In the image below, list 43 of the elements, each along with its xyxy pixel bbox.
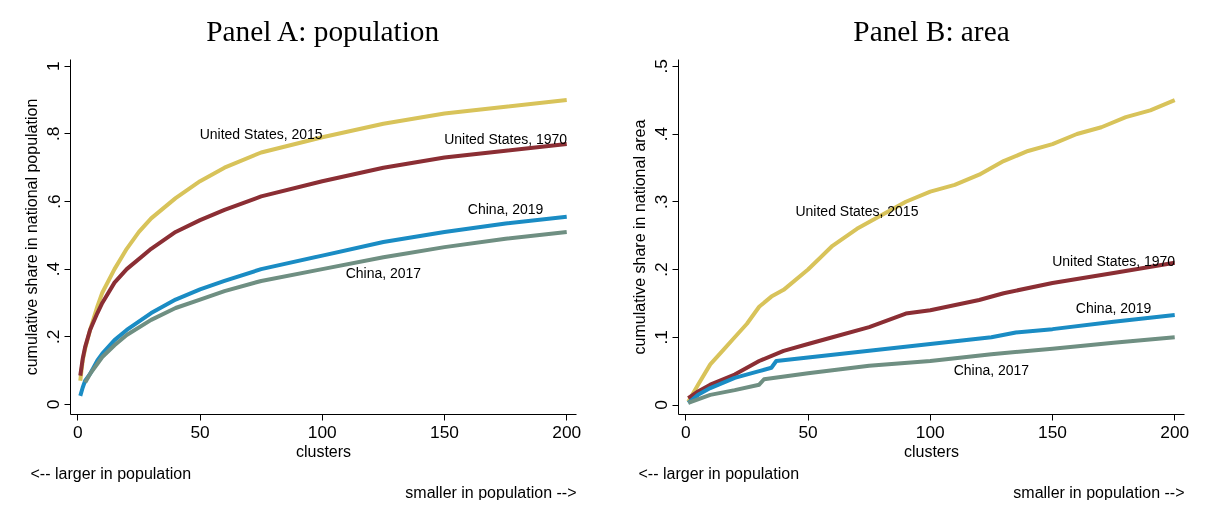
x-tick-label: 0: [73, 421, 83, 442]
chart-title: Panel B: area: [853, 15, 1010, 47]
text: smaller in population -->: [405, 483, 577, 501]
x-tick-label: 50: [190, 421, 210, 442]
y-tick-label: .6: [43, 194, 64, 209]
line-series: [83, 229, 569, 385]
y-tick-label: 0: [651, 400, 672, 410]
series-label: United States, 2015: [795, 202, 919, 219]
x-tick-label: 150: [1038, 421, 1067, 442]
y-tick-label: .2: [651, 262, 672, 277]
y-tick-label: .4: [43, 261, 64, 277]
series-label: China, 2019: [467, 201, 544, 218]
x-tick-label: 150: [430, 421, 459, 442]
y-tick-label: .2: [43, 329, 64, 344]
series-label: China, 2019: [1075, 299, 1152, 316]
y-tick-label: .5: [651, 59, 672, 74]
x-tick-label: 200: [552, 421, 582, 442]
line-series: [686, 98, 1177, 404]
y-axis-title: cumulative share in national area: [630, 119, 648, 355]
text: <-- larger in population: [30, 464, 192, 482]
y-tick-label: .4: [651, 126, 672, 142]
y-tick-label: .3: [651, 194, 672, 209]
text: smaller in population -->: [1013, 483, 1185, 501]
series-label: China, 2017: [345, 265, 422, 282]
y-tick-label: .8: [43, 126, 64, 142]
y-tick-label: 0: [43, 399, 64, 410]
series-label: China, 2017: [953, 362, 1030, 379]
x-tick-label: 100: [307, 421, 337, 442]
series-label: United States, 2015: [199, 126, 323, 143]
x-axis-title: clusters: [903, 442, 960, 460]
x-tick-label: 0: [681, 421, 691, 442]
x-tick-label: 200: [1160, 421, 1190, 442]
y-tick-label: .1: [651, 330, 672, 345]
line-series: [686, 335, 1177, 405]
x-axis-title: clusters: [295, 442, 352, 460]
chart-title: Panel A: population: [206, 15, 440, 47]
x-tick-label: 50: [798, 421, 818, 442]
text: <-- larger in population: [638, 464, 800, 482]
x-tick-label: 100: [915, 421, 945, 442]
line-series: [78, 214, 569, 398]
series-label: United States, 1970: [444, 130, 568, 147]
y-axis-title: cumulative share in national population: [22, 98, 40, 376]
y-tick-label: 1: [43, 61, 64, 72]
